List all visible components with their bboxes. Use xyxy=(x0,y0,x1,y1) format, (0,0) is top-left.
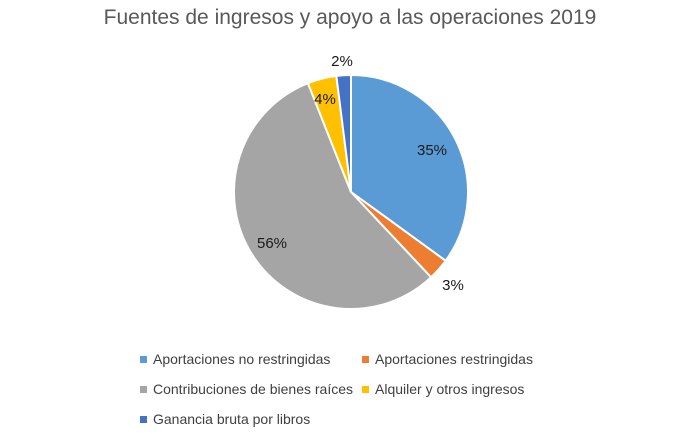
legend-item: Ganancia bruta por libros xyxy=(140,410,354,428)
pie-slice xyxy=(350,73,469,263)
pie-slice xyxy=(335,73,352,193)
legend-swatch xyxy=(362,385,369,393)
legend-label: Ganancia bruta por libros xyxy=(153,411,311,427)
data-label: 56% xyxy=(257,235,287,252)
data-label: 3% xyxy=(442,277,464,294)
legend-item: Aportaciones restringidas xyxy=(362,350,576,368)
legend-item: Aportaciones no restringidas xyxy=(140,350,354,368)
chart-title: Fuentes de ingresos y apoyo a las operac… xyxy=(103,6,597,29)
legend-label: Aportaciones no restringidas xyxy=(153,351,331,367)
chart-legend: Aportaciones no restringidas Aportaciones… xyxy=(140,350,580,428)
legend-label: Alquiler y otros ingresos xyxy=(375,381,525,397)
legend-swatch xyxy=(362,355,369,363)
data-label: 4% xyxy=(314,91,336,108)
pie-chart: 35% 3% 56% 4% 2% xyxy=(233,53,469,311)
data-label: 2% xyxy=(331,53,353,70)
legend-label: Contribuciones de bienes raíces xyxy=(153,381,354,397)
legend-swatch xyxy=(140,415,147,423)
pie-slice xyxy=(233,81,433,311)
legend-swatch xyxy=(140,385,147,393)
legend-item: Alquiler y otros ingresos xyxy=(362,380,576,398)
legend-item: Contribuciones de bienes raíces xyxy=(140,380,354,398)
legend-swatch xyxy=(140,355,147,363)
data-label: 35% xyxy=(417,142,447,159)
legend-label: Aportaciones restringidas xyxy=(375,351,533,367)
